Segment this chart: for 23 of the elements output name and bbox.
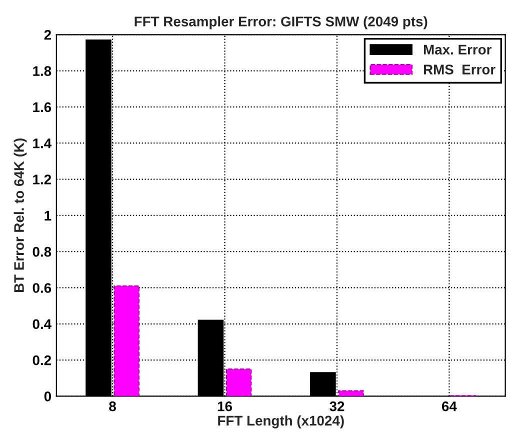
legend-label: Max. Error — [424, 44, 492, 55]
y-tick-label: 0 — [44, 392, 51, 402]
bar — [338, 390, 364, 396]
y-tick-label: 0.8 — [32, 246, 52, 257]
y-tick-label: 1.4 — [33, 138, 52, 148]
bar — [114, 285, 140, 396]
y-tick-label: 1.8 — [33, 66, 52, 76]
chart-title: FFT Resampler Error: GIFTS SMW (2049 pts) — [134, 16, 428, 30]
y-tick-label: 1 — [44, 210, 52, 220]
y-tick-label: 2 — [44, 30, 52, 40]
x-tick-label: 8 — [109, 401, 116, 412]
y-axis-title: BT Error Rel. to 64K (K) — [14, 138, 27, 292]
y-tick-label: 0.6 — [32, 283, 52, 293]
x-tick-label: 64 — [442, 401, 457, 412]
y-tick-label: 1.6 — [33, 102, 52, 112]
y-tick-label: 0.2 — [32, 355, 52, 366]
y-tick-label: 0.4 — [32, 319, 52, 330]
x-axis-title: FFT Length (x1024) — [218, 415, 344, 428]
x-tick-label: 16 — [218, 401, 232, 412]
y-tick-label: 1.2 — [33, 174, 52, 184]
x-tick-label: 32 — [330, 401, 344, 412]
bar — [226, 368, 252, 396]
legend-label: RMS Error — [424, 64, 496, 74]
